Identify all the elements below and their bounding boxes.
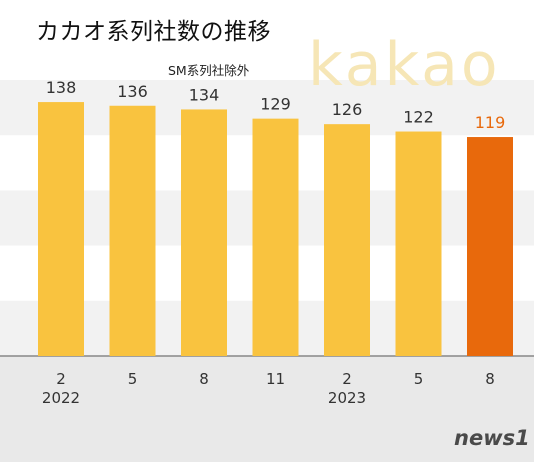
x-tick-label: 2 (342, 370, 352, 388)
x-tick-label: 5 (414, 370, 424, 388)
chart-subtitle: SM系列社除外 (168, 63, 250, 78)
bar (467, 137, 513, 356)
bar-value-label: 134 (189, 85, 220, 104)
x-year-label: 2023 (328, 389, 366, 407)
bar-value-label: 129 (260, 95, 291, 114)
x-axis-area (0, 356, 534, 462)
kakao-watermark: kakao (308, 30, 501, 100)
bar (252, 118, 299, 356)
x-tick-label: 11 (266, 370, 285, 388)
bar-value-label: 138 (46, 78, 77, 97)
bar (38, 102, 84, 356)
news1-logo: news1 (454, 426, 530, 450)
bar-value-label: 136 (117, 82, 148, 101)
chart-title: カカオ系列社数の推移 (36, 19, 271, 45)
x-tick-label: 8 (485, 370, 495, 388)
x-tick-label: 8 (199, 370, 209, 388)
bar (395, 131, 442, 356)
bar-value-label: 126 (332, 100, 363, 119)
bar (324, 124, 370, 356)
bar (109, 105, 156, 356)
x-tick-label: 2 (56, 370, 66, 388)
x-tick-label: 5 (128, 370, 138, 388)
x-year-label: 2022 (42, 389, 80, 407)
bar (181, 109, 227, 356)
bar-value-label: 119 (475, 113, 506, 132)
bar-value-label: 122 (403, 108, 434, 127)
